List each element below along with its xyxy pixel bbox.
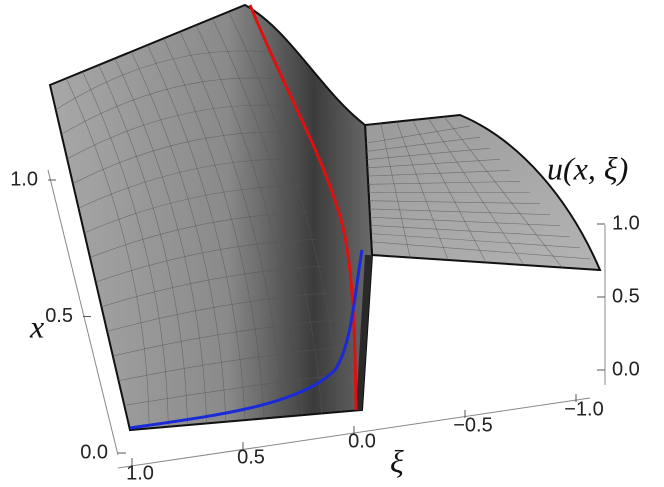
mesh-line <box>195 24 303 416</box>
mesh-line <box>443 116 563 268</box>
surface-main <box>48 3 374 432</box>
mesh-line <box>101 265 324 308</box>
mesh-line <box>55 50 266 110</box>
mesh-line <box>179 31 284 417</box>
xi-tick-label: −1.0 <box>564 398 603 420</box>
xi-tick-label: −0.5 <box>453 414 492 436</box>
mesh-line <box>114 58 207 424</box>
x-tick-label: 1.0 <box>10 168 38 190</box>
mesh-line <box>65 78 150 429</box>
mesh-line <box>380 123 411 258</box>
xi-tick-label: 0.5 <box>237 446 265 468</box>
mesh-line <box>84 185 302 234</box>
mesh-line <box>72 131 288 184</box>
x-tick-label: 0.0 <box>80 441 108 463</box>
mesh-line <box>371 241 591 260</box>
mesh-line <box>367 170 511 177</box>
mesh-line <box>396 121 449 261</box>
mesh-line <box>428 118 525 266</box>
red-curve <box>248 4 358 411</box>
xi-tick-label: 0.0 <box>348 430 376 452</box>
surface-cliff <box>356 255 372 410</box>
mesh-line <box>66 104 280 160</box>
mesh-line <box>124 372 353 406</box>
mesh-line <box>98 64 188 426</box>
x-tick-label: 0.5 <box>45 305 73 327</box>
mesh-line <box>412 119 487 263</box>
mesh-line <box>365 136 481 152</box>
surface <box>48 3 602 432</box>
z-tick-label: 0.0 <box>612 358 640 380</box>
xi-tick-label: 1.0 <box>126 462 154 484</box>
blue-curve <box>129 249 364 430</box>
mesh-line <box>147 44 246 421</box>
mesh-line <box>366 158 501 169</box>
mesh-line <box>366 147 491 160</box>
mesh-line <box>107 292 331 332</box>
z-tick-label: 1.0 <box>612 212 640 234</box>
mesh-line <box>365 125 471 144</box>
mesh-line <box>367 181 521 185</box>
mesh-line <box>163 38 265 419</box>
x-axis-label: x <box>29 308 44 344</box>
mesh-line <box>212 18 322 414</box>
mesh-line <box>130 51 227 422</box>
z-tick-label: 0.5 <box>612 285 640 307</box>
mesh-line <box>89 212 310 258</box>
mesh-line <box>82 71 169 427</box>
x-axis-line <box>47 169 119 456</box>
xi-axis-label: ξ <box>390 443 404 479</box>
mesh-line <box>112 319 339 357</box>
mesh-line <box>78 158 295 209</box>
mesh-line <box>61 77 273 135</box>
mesh-line <box>95 238 317 283</box>
mesh-line <box>228 11 342 412</box>
z-axis-label: u(x, ξ) <box>547 150 628 186</box>
